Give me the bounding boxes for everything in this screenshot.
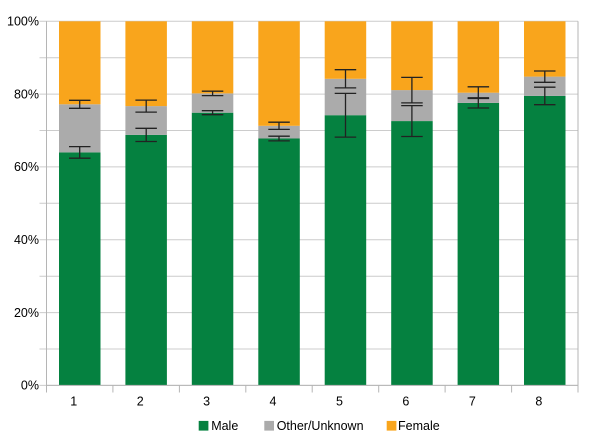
- svg-text:60%: 60%: [14, 160, 39, 174]
- svg-text:3: 3: [203, 395, 210, 409]
- svg-text:Female: Female: [398, 419, 440, 433]
- svg-text:Male: Male: [211, 419, 238, 433]
- svg-text:4: 4: [270, 395, 277, 409]
- svg-text:100%: 100%: [7, 15, 39, 29]
- svg-text:20%: 20%: [14, 306, 39, 320]
- svg-text:7: 7: [469, 395, 476, 409]
- svg-text:1: 1: [70, 395, 77, 409]
- svg-text:Other/Unknown: Other/Unknown: [277, 419, 364, 433]
- svg-text:0%: 0%: [21, 379, 39, 393]
- svg-text:8: 8: [535, 395, 542, 409]
- svg-text:80%: 80%: [14, 87, 39, 101]
- svg-text:2: 2: [137, 395, 144, 409]
- svg-text:5: 5: [336, 395, 343, 409]
- svg-text:6: 6: [402, 395, 409, 409]
- svg-text:40%: 40%: [14, 233, 39, 247]
